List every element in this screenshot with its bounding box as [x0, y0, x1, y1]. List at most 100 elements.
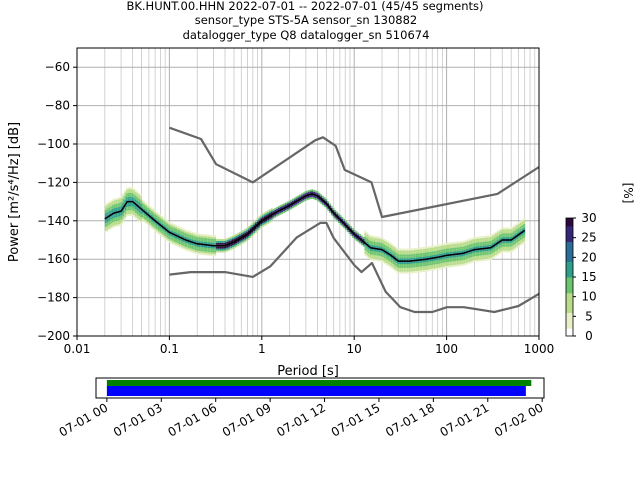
histogram-cell	[493, 246, 496, 249]
histogram-cell	[304, 197, 307, 200]
histogram-cell	[175, 244, 178, 247]
histogram-cell	[189, 244, 192, 247]
histogram-cell	[189, 246, 192, 249]
histogram-cell	[147, 223, 149, 226]
histogram-cell	[403, 269, 406, 272]
timeline-tick-label: 07-01 00	[57, 400, 111, 439]
histogram-cell	[194, 248, 197, 251]
histogram-cell	[373, 249, 376, 252]
histogram-cell	[396, 247, 399, 250]
histogram-cell	[205, 249, 208, 252]
histogram-cell	[118, 197, 121, 200]
histogram-cell	[246, 239, 248, 242]
histogram-cell	[401, 254, 404, 257]
histogram-cell	[214, 248, 217, 251]
histogram-cell	[336, 211, 338, 214]
histogram-cell	[417, 253, 420, 256]
histogram-cell	[412, 269, 414, 272]
histogram-cell	[496, 238, 499, 241]
histogram-cell	[136, 195, 139, 198]
histogram-cell	[378, 244, 381, 247]
histogram-cell	[369, 235, 372, 238]
histogram-cell	[171, 227, 174, 230]
histogram-cell	[378, 253, 381, 256]
histogram-cell	[224, 248, 227, 251]
histogram-cell	[419, 249, 421, 252]
histogram-cell	[179, 230, 181, 233]
histogram-cell	[108, 222, 111, 225]
histogram-cell	[477, 259, 480, 262]
histogram-cell	[126, 208, 128, 211]
histogram-cell	[387, 264, 390, 267]
histogram-cell	[332, 213, 335, 216]
histogram-cell	[129, 212, 132, 215]
timeline-frame	[95, 377, 545, 399]
histogram-cell	[330, 211, 333, 214]
histogram-cell	[390, 262, 393, 265]
histogram-cell	[180, 233, 183, 236]
histogram-cell	[463, 253, 466, 256]
histogram-cell	[415, 268, 418, 271]
histogram-cell	[484, 237, 487, 240]
histogram-cell	[106, 227, 109, 230]
histogram-cell	[239, 233, 241, 236]
histogram-cell	[475, 254, 478, 257]
histogram-cell	[104, 215, 107, 218]
histogram-cell	[511, 226, 513, 229]
histogram-cell	[382, 245, 384, 248]
histogram-cell	[380, 238, 383, 241]
histogram-cell	[223, 242, 225, 245]
histogram-cell	[284, 204, 287, 207]
histogram-cell	[212, 239, 215, 241]
timeline-tick-label: 07-01 21	[438, 400, 492, 439]
histogram-cell	[398, 256, 400, 259]
histogram-cell	[138, 210, 141, 213]
histogram-cell	[263, 214, 266, 217]
histogram-cell	[108, 224, 111, 227]
histogram-cell	[307, 195, 310, 198]
histogram-cell	[327, 203, 330, 206]
histogram-cell	[403, 264, 406, 266]
histogram-cell	[431, 261, 434, 263]
histogram-cell	[479, 242, 482, 245]
histogram-cell	[369, 237, 372, 240]
histogram-cell	[304, 191, 307, 194]
histogram-cell	[523, 235, 526, 238]
histogram-cell	[385, 255, 388, 258]
histogram-cell	[481, 245, 483, 248]
histogram-cell	[138, 215, 141, 218]
histogram-cell	[408, 252, 411, 255]
histogram-cell	[118, 222, 121, 225]
histogram-cell	[491, 247, 494, 250]
histogram-cell	[482, 237, 485, 240]
histogram-cell	[413, 248, 416, 250]
histogram-cell	[231, 245, 234, 248]
histogram-cell	[493, 248, 496, 251]
histogram-cell	[452, 249, 455, 252]
histogram-cell	[170, 234, 172, 236]
histogram-cell	[196, 239, 199, 241]
histogram-cell	[429, 245, 432, 248]
ppsd-plot-area	[76, 47, 540, 337]
histogram-cell	[383, 254, 386, 257]
histogram-cell	[387, 256, 390, 259]
histogram-cell	[230, 246, 232, 248]
colorbar-segment	[566, 312, 573, 317]
histogram-cell	[198, 239, 201, 242]
histogram-cell	[484, 239, 487, 242]
histogram-cell	[495, 248, 497, 251]
histogram-cell	[512, 244, 515, 247]
histogram-cell	[318, 192, 321, 195]
histogram-cell	[124, 198, 127, 201]
histogram-cell	[237, 236, 240, 239]
histogram-cell	[373, 235, 376, 238]
histogram-cell	[369, 250, 372, 253]
histogram-cell	[509, 237, 512, 240]
histogram-cell	[491, 233, 494, 236]
histogram-cell	[470, 253, 473, 256]
histogram-cell	[214, 239, 217, 241]
histogram-cell	[230, 247, 232, 250]
histogram-cell	[468, 238, 471, 241]
colorbar-segment	[566, 265, 573, 270]
histogram-cell	[504, 246, 506, 249]
